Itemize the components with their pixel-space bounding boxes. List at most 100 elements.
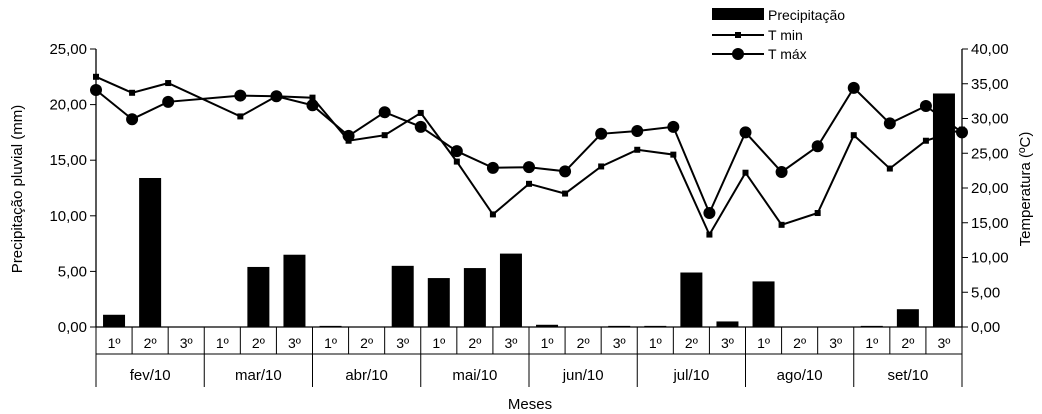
- left-tick-label-5: 25,00: [49, 41, 87, 58]
- right-tick-label-1: 5,00: [971, 284, 1000, 301]
- x-axis-title: Meses: [508, 396, 552, 413]
- tmin-point-2: [129, 89, 136, 96]
- decendio-label-4: 1º: [216, 335, 229, 351]
- legend-marker-tmax: [732, 48, 744, 60]
- decendio-label-2: 2º: [144, 335, 157, 351]
- month-label-4: mai/10: [452, 367, 497, 384]
- tmax-point-13: [559, 165, 572, 178]
- decendio-label-18: 3º: [721, 335, 734, 351]
- decendio-label-6: 3º: [288, 335, 301, 351]
- right-tick-label-0: 0,00: [971, 319, 1000, 336]
- decendio-label-14: 2º: [577, 335, 590, 351]
- precip-bar-6: [283, 254, 306, 327]
- decendio-label-13: 1º: [541, 335, 554, 351]
- right-axis-title: Temperatura (ºC): [1017, 132, 1034, 247]
- x-axis-categories: 1º 2º 3º 1º 2º 3º 1º 2º 3º 1º 2º 3º 1º 2º 3º 1º 2º 3º 1º 2º…: [95, 327, 963, 387]
- left-axis-ticks: 0,00 5,00 10,00 15,00 20,00 25,00: [49, 41, 96, 336]
- decendio-label-17: 2º: [685, 335, 698, 351]
- tmax-point-20: [811, 140, 824, 153]
- legend: Precipitação T min T máx: [712, 7, 845, 62]
- decendio-label-3: 3º: [180, 335, 193, 351]
- decendio-label-21: 3º: [829, 335, 842, 351]
- tmin-point-15: [634, 146, 641, 153]
- tmax-point-19: [775, 166, 788, 179]
- decendio-label-9: 3º: [396, 335, 409, 351]
- legend-label-tmin: T min: [768, 27, 803, 43]
- tmin-point-23: [922, 137, 929, 144]
- precipitation-bars: [103, 93, 955, 327]
- decendio-label-10: 1º: [432, 335, 445, 351]
- precip-bar-9: [391, 265, 414, 327]
- left-axis-title: Precipitação pluvial (mm): [9, 105, 26, 273]
- month-label-2: mar/10: [235, 367, 282, 384]
- right-tick-label-7: 35,00: [971, 76, 1009, 93]
- tmin-point-19: [778, 221, 785, 228]
- tmin-point-21: [850, 132, 857, 139]
- right-tick-label-4: 20,00: [971, 180, 1009, 197]
- precip-bar-12: [499, 253, 522, 327]
- precip-bar-17: [680, 272, 703, 327]
- decendio-label-11: 2º: [468, 335, 481, 351]
- tmin-point-6: [309, 94, 316, 101]
- precip-bar-5: [247, 266, 270, 327]
- tmin-point-10: [453, 158, 460, 165]
- tmin-point-18: [742, 169, 749, 176]
- tmin-point-20: [814, 210, 821, 217]
- tmax-point-12: [523, 161, 535, 174]
- tmax-point-17: [703, 207, 716, 220]
- month-label-6: jul/10: [672, 367, 709, 384]
- precip-bar-11: [463, 268, 486, 327]
- tmax-point-22: [883, 117, 896, 130]
- tmin-point-8: [381, 132, 388, 139]
- tmax-point-3: [162, 95, 175, 108]
- tmin-point-12: [526, 180, 532, 187]
- decendio-label-1: 1º: [108, 335, 121, 351]
- decendio-label-8: 2º: [360, 335, 373, 351]
- tmin-point-3: [165, 80, 172, 87]
- tmax-point-5: [270, 90, 283, 103]
- decendio-label-7: 1º: [324, 335, 337, 351]
- right-tick-label-5: 25,00: [971, 145, 1009, 162]
- tmax-point-2: [126, 113, 139, 126]
- precip-bar-23: [896, 309, 919, 327]
- precip-bar-2: [139, 177, 162, 327]
- decendio-label-23: 2º: [901, 335, 914, 351]
- decendio-label-20: 2º: [793, 335, 806, 351]
- tmin-point-4: [237, 113, 244, 120]
- tmax-point-14: [595, 127, 608, 140]
- month-label-5: jun/10: [562, 367, 604, 384]
- precip-bar-18: [716, 321, 739, 327]
- right-axis-ticks: 0,00 5,00 10,00 15,00 20,00 25,00 30,00 35,00 40…: [962, 41, 1009, 336]
- decendio-label-5: 2º: [252, 335, 265, 351]
- tmin-point-9: [417, 109, 424, 116]
- tmin-point-13: [562, 190, 569, 197]
- legend-label-tmax: T máx: [768, 46, 807, 62]
- legend-swatch-precipitacao: [712, 8, 764, 20]
- legend-marker-tmin: [735, 32, 741, 38]
- chart-axes: [95, 49, 963, 328]
- left-tick-label-3: 15,00: [49, 152, 87, 169]
- tmax-point-7: [342, 129, 355, 142]
- right-tick-label-8: 40,00: [971, 41, 1009, 58]
- tmax-line: [95, 86, 963, 216]
- decendio-label-12: 3º: [505, 335, 518, 351]
- tmin-point-22: [886, 165, 893, 172]
- tmin-point-14: [598, 163, 605, 170]
- left-tick-label-2: 10,00: [49, 208, 87, 225]
- precip-bar-13: [536, 324, 559, 327]
- month-label-3: abr/10: [345, 367, 388, 384]
- tmax-point-18: [739, 126, 752, 139]
- precip-bar-10: [427, 278, 450, 327]
- tmax-point-15: [631, 125, 644, 138]
- month-label-7: ago/10: [777, 367, 823, 384]
- precip-bar-24: [932, 93, 955, 327]
- decendio-label-22: 1º: [865, 335, 878, 351]
- month-label-1: fev/10: [130, 367, 171, 384]
- tmax-point-11: [486, 161, 499, 174]
- tmin-point-17: [706, 231, 713, 238]
- decendio-label-16: 1º: [649, 335, 662, 351]
- tmax-point-6: [306, 99, 319, 112]
- right-tick-label-2: 10,00: [971, 250, 1009, 267]
- tmin-line: [95, 75, 963, 237]
